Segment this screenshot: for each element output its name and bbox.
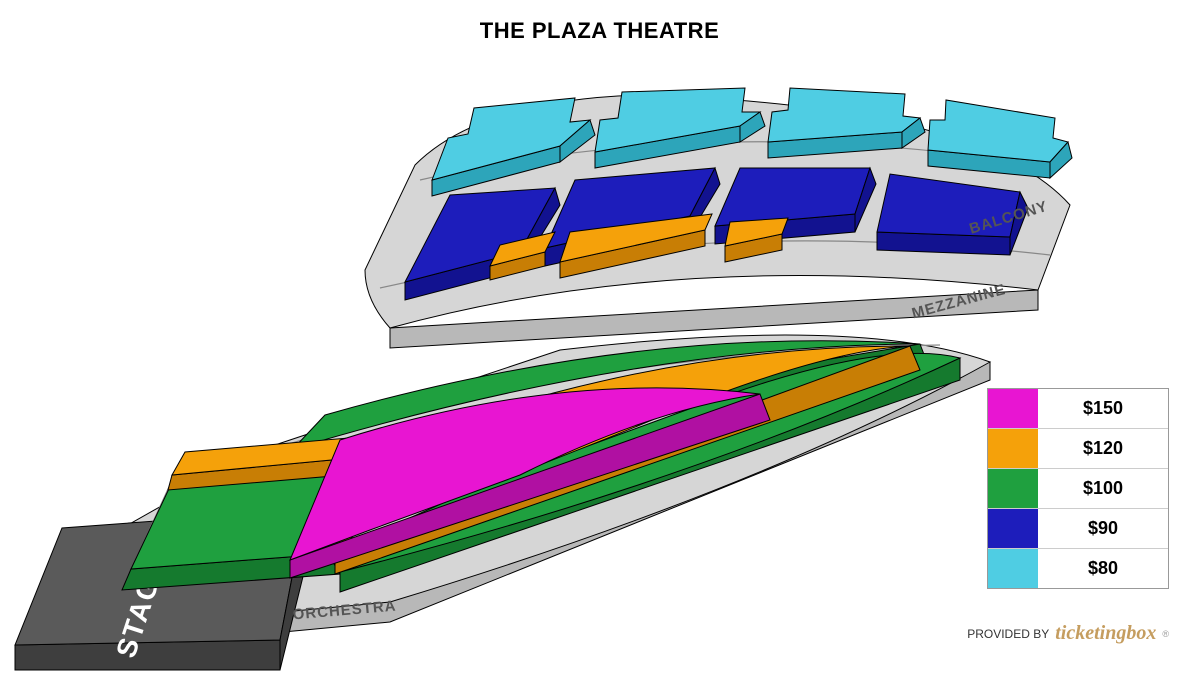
legend-label: $90: [1038, 518, 1168, 539]
attribution: PROVIDED BY ticketingbox ®: [967, 622, 1169, 645]
legend-label: $80: [1038, 558, 1168, 579]
attribution-prefix: PROVIDED BY: [967, 627, 1049, 641]
balc-section-4: [928, 100, 1072, 178]
legend-swatch: [988, 509, 1038, 548]
legend-swatch: [988, 429, 1038, 468]
legend-swatch: [988, 469, 1038, 508]
legend-row: $90: [988, 508, 1168, 548]
attribution-brand: ticketingbox: [1055, 622, 1156, 645]
balc-section-3: [768, 88, 925, 158]
legend-label: $120: [1038, 438, 1168, 459]
legend-label: $150: [1038, 398, 1168, 419]
price-legend: $150 $120 $100 $90 $80: [987, 388, 1169, 589]
orchestra-level: STAGE ORCHESTRA PIT: [15, 335, 990, 670]
legend-row: $100: [988, 468, 1168, 508]
registered-mark: ®: [1162, 629, 1169, 639]
legend-row: $150: [988, 389, 1168, 428]
legend-swatch: [988, 549, 1038, 588]
legend-row: $120: [988, 428, 1168, 468]
upper-level: MEZZANINE BALCONY: [365, 88, 1072, 348]
legend-label: $100: [1038, 478, 1168, 499]
legend-swatch: [988, 389, 1038, 428]
legend-row: $80: [988, 548, 1168, 588]
